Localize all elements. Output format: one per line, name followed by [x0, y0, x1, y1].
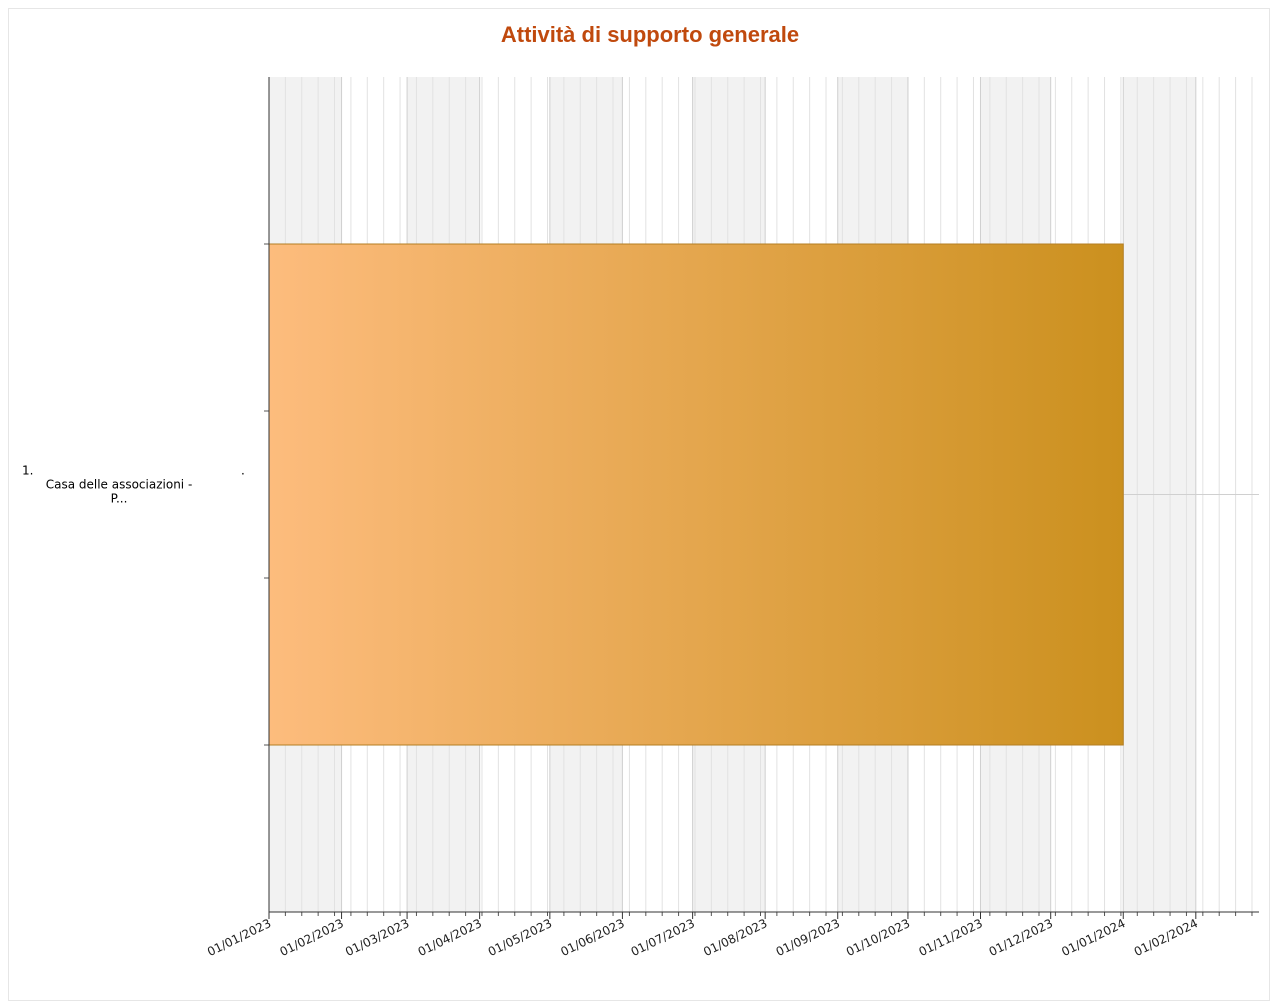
x-tick-label: 01/02/2024 — [1132, 916, 1200, 959]
chart-frame: 01/01/2023 01/02/2023 01/03/2023 01/04/2023… — [8, 8, 1270, 1001]
x-tick-label: 01/01/2024 — [1059, 916, 1127, 959]
category-label-dot: . — [241, 464, 245, 478]
x-tick-label: 01/02/2023 — [278, 916, 346, 959]
x-tick-label: 01/06/2023 — [558, 916, 626, 959]
axes — [264, 77, 1259, 919]
x-tick-label: 01/11/2023 — [916, 916, 984, 959]
category-label-line: P... — [111, 492, 128, 506]
task-bar — [268, 243, 1124, 746]
x-tick-label: 01/03/2023 — [343, 916, 411, 959]
x-tick-label: 01/08/2023 — [701, 916, 769, 959]
x-tick-label: 01/01/2023 — [205, 916, 273, 959]
category-label-line: Casa delle associazioni - — [46, 478, 193, 492]
x-tick-label: 01/04/2023 — [416, 916, 484, 959]
x-tick-label: 01/05/2023 — [486, 916, 554, 959]
category-label-line: 1. — [22, 464, 33, 478]
task-bars — [268, 243, 1124, 746]
x-tick-label: 01/12/2023 — [987, 916, 1055, 959]
x-tick-label: 01/07/2023 — [629, 916, 697, 959]
x-tick-label: 01/09/2023 — [774, 916, 842, 959]
chart-title: Attività di supporto generale — [501, 22, 799, 47]
category-labels: 1. Casa delle associazioni -P.... — [22, 464, 245, 506]
x-tick-label: 01/10/2023 — [844, 916, 912, 959]
